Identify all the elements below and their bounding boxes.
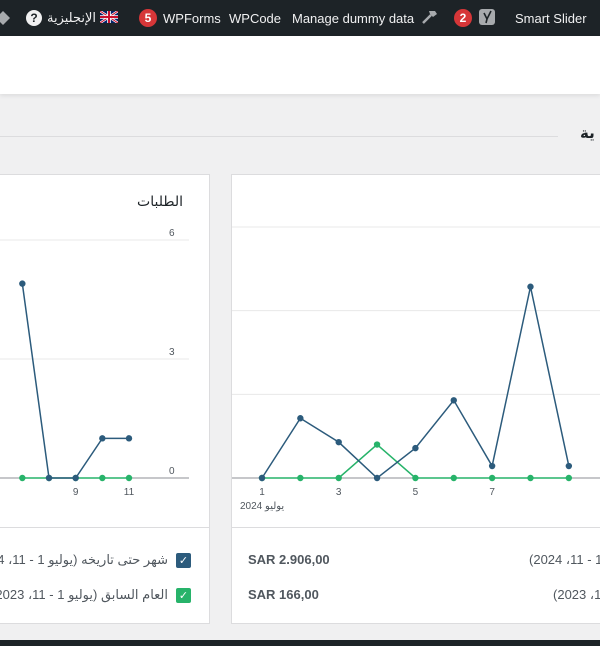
wpforms-count-badge: 5 [139, 9, 157, 27]
data-point [412, 444, 419, 452]
sales-current-amount: SAR 2.906,00 [248, 552, 330, 567]
data-point [99, 474, 106, 482]
series-line [21, 283, 129, 479]
data-point [565, 462, 573, 470]
x-tick-label: 3 [336, 487, 342, 498]
smart-slider-menu[interactable]: Smart Slider [515, 0, 587, 36]
y-tick-label: 6 [169, 228, 175, 239]
yoast-count-badge: 2 [454, 9, 472, 27]
x-axis-sublabel: يوليو 2024 [240, 501, 284, 512]
data-point [19, 280, 26, 287]
wpcode-label: WPCode [229, 10, 282, 26]
card-separator [232, 527, 600, 528]
data-point [72, 474, 79, 482]
data-point [19, 474, 26, 482]
data-point [450, 474, 457, 482]
x-tick-label: 5 [413, 487, 419, 498]
x-tick-label: 1 [259, 487, 265, 498]
sales-previous-period: (يوليو 1 - 11، 2023) [553, 587, 600, 602]
orders-current-label: شهر حتى تاريخه (يوليو 1 - 11، 2024) [0, 552, 168, 567]
manage-dummy-data-menu[interactable]: Manage dummy data [292, 0, 438, 36]
wpforms-label: WPForms [163, 10, 221, 26]
data-point [412, 474, 419, 482]
data-point [258, 474, 266, 482]
bottom-edge [0, 640, 600, 646]
orders-card: الطلبات 0 3 6 9 11 شهر حتى تاريخه (يوليو 1 -… [0, 174, 210, 624]
data-point [45, 474, 53, 482]
sales-chart: 1 3 5 7 يوليو 2024 [232, 226, 600, 512]
card-separator [0, 527, 209, 528]
y-tick-label: 3 [169, 347, 175, 358]
language-switcher[interactable]: ? الإنجليزية [26, 0, 119, 36]
page-header [0, 36, 600, 94]
orders-card-title: الطلبات [137, 193, 183, 209]
data-point [297, 474, 304, 482]
checkbox-checked-icon[interactable]: ✓ [176, 552, 191, 568]
data-point [565, 474, 573, 482]
uk-flag-icon [99, 9, 119, 26]
orders-legend-previous[interactable]: العام السابق (يوليو 1 - 11، 2023) ✓ [0, 587, 191, 603]
data-point [335, 474, 342, 482]
yoast-icon [478, 8, 496, 29]
yoast-seo-menu[interactable]: 2 [454, 0, 496, 36]
hammer-icon [420, 9, 438, 28]
data-point [488, 462, 496, 470]
orders-chart: 0 3 6 9 11 [0, 228, 189, 498]
checkbox-checked-icon[interactable]: ✓ [176, 587, 191, 603]
sales-card: 1 3 5 7 يوليو 2024 SAR 2.906,00 (يوليو 1 - 1… [231, 174, 600, 624]
section-title: ية [580, 125, 595, 142]
data-point [373, 474, 381, 482]
admin-bar: ? الإنجليزية 5 WPForms WPCode Manage dum… [0, 0, 600, 36]
x-tick-label: 7 [489, 487, 495, 498]
wpforms-menu[interactable]: 5 WPForms [139, 0, 221, 36]
wpcode-menu[interactable]: WPCode [229, 0, 281, 36]
data-point [527, 283, 534, 290]
data-point [125, 474, 133, 482]
data-point [335, 438, 342, 446]
data-point [527, 474, 534, 482]
orders-legend-current[interactable]: شهر حتى تاريخه (يوليو 1 - 11، 2024) ✓ [0, 552, 191, 568]
help-icon: ? [26, 10, 42, 26]
smart-slider-label: Smart Slider [515, 10, 587, 26]
sales-previous-amount: SAR 166,00 [248, 587, 319, 602]
data-point [373, 441, 381, 448]
data-point [450, 397, 457, 404]
language-label: الإنجليزية [47, 10, 97, 25]
data-point [99, 435, 106, 442]
data-point [488, 474, 496, 482]
section-divider [0, 136, 558, 137]
diamond-icon[interactable] [0, 0, 12, 36]
orders-previous-label: العام السابق (يوليو 1 - 11، 2023) [0, 587, 168, 602]
sales-current-period: (يوليو 1 - 11، 2024) [529, 552, 600, 567]
x-tick-label: 9 [73, 487, 79, 498]
data-point [297, 415, 304, 422]
data-point [125, 435, 133, 442]
x-tick-label: 11 [124, 487, 135, 498]
y-tick-label: 0 [169, 466, 175, 477]
manage-dummy-data-label: Manage dummy data [292, 10, 415, 26]
